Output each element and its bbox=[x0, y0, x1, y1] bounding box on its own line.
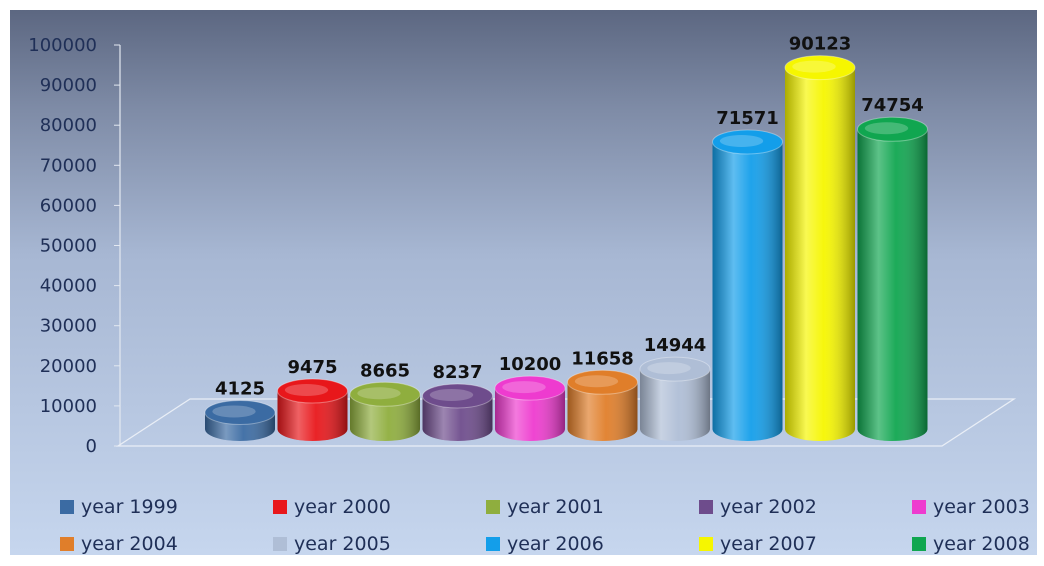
legend-label: year 2007 bbox=[720, 533, 817, 555]
data-label: 10200 bbox=[499, 354, 562, 375]
legend-label: year 2006 bbox=[507, 533, 604, 555]
data-label: 14944 bbox=[644, 335, 707, 356]
legend-label: year 1999 bbox=[81, 496, 178, 518]
legend-item: year 2000 bbox=[273, 496, 391, 518]
legend-swatch bbox=[912, 500, 926, 514]
bar-year-2007 bbox=[784, 55, 856, 441]
bars bbox=[204, 55, 928, 442]
y-tick-label: 60000 bbox=[40, 195, 97, 216]
y-tick-label: 100000 bbox=[28, 35, 97, 56]
legend: year 1999 year 2000 year 2001 year 2002 year… bbox=[60, 496, 1030, 555]
bar-year-2008 bbox=[857, 116, 928, 442]
legend-item: year 2007 bbox=[699, 533, 817, 555]
legend-swatch bbox=[60, 537, 74, 551]
floor-plane bbox=[115, 398, 1017, 447]
y-tick-label: 10000 bbox=[40, 396, 97, 417]
y-tick-label: 50000 bbox=[40, 236, 97, 257]
bar-year-2001 bbox=[349, 381, 421, 441]
legend-swatch bbox=[486, 500, 500, 514]
data-label: 90123 bbox=[789, 34, 852, 55]
legend-label: year 2002 bbox=[720, 496, 817, 518]
legend-label: year 2008 bbox=[933, 533, 1030, 555]
y-tick-label: 70000 bbox=[40, 155, 97, 176]
bar-year-2004 bbox=[567, 369, 638, 441]
legend-swatch bbox=[699, 537, 713, 551]
legend-item: year 2005 bbox=[273, 533, 391, 555]
y-tick-label: 40000 bbox=[40, 276, 97, 297]
legend-swatch bbox=[60, 500, 74, 514]
data-label: 9475 bbox=[287, 357, 337, 378]
legend-item: year 2003 bbox=[912, 496, 1030, 518]
legend-item: year 2006 bbox=[486, 533, 604, 555]
y-tick-label: 80000 bbox=[40, 115, 97, 136]
y-axis: 0 10000 20000 30000 40000 50000 60000 70000 8000… bbox=[28, 35, 121, 457]
legend-label: year 2001 bbox=[507, 496, 604, 518]
data-label: 74754 bbox=[861, 95, 924, 116]
data-label: 71571 bbox=[716, 108, 779, 129]
bar-year-2000 bbox=[277, 378, 348, 441]
bar-year-2006 bbox=[712, 129, 783, 441]
legend-item: year 2004 bbox=[60, 533, 178, 555]
legend-item: year 2001 bbox=[486, 496, 604, 518]
legend-swatch bbox=[273, 500, 287, 514]
legend-swatch bbox=[912, 537, 926, 551]
data-label: 8665 bbox=[360, 360, 410, 381]
bar-year-2005 bbox=[639, 356, 711, 441]
y-tick-label: 90000 bbox=[40, 75, 97, 96]
bar-year-2002 bbox=[422, 383, 493, 441]
legend-label: year 2005 bbox=[294, 533, 391, 555]
y-tick-label: 20000 bbox=[40, 356, 97, 377]
data-label: 4125 bbox=[215, 378, 265, 399]
legend-swatch bbox=[486, 537, 500, 551]
legend-item: year 2002 bbox=[699, 496, 817, 518]
legend-label: year 2004 bbox=[81, 533, 178, 555]
y-tick-label: 30000 bbox=[40, 316, 97, 337]
data-labels: 4125 9475 8665 8237 10200 11658 14944 71571 9012… bbox=[215, 34, 924, 400]
data-label: 8237 bbox=[432, 362, 482, 383]
data-label: 11658 bbox=[571, 348, 634, 369]
legend-swatch bbox=[273, 537, 287, 551]
legend-label: year 2000 bbox=[294, 496, 391, 518]
legend-swatch bbox=[699, 500, 713, 514]
legend-item: year 1999 bbox=[60, 496, 178, 518]
y-tick-label: 0 bbox=[86, 436, 97, 457]
legend-item: year 2008 bbox=[912, 533, 1030, 555]
bar-year-1999 bbox=[204, 399, 276, 441]
bar-year-2003 bbox=[494, 375, 566, 441]
legend-label: year 2003 bbox=[933, 496, 1030, 518]
